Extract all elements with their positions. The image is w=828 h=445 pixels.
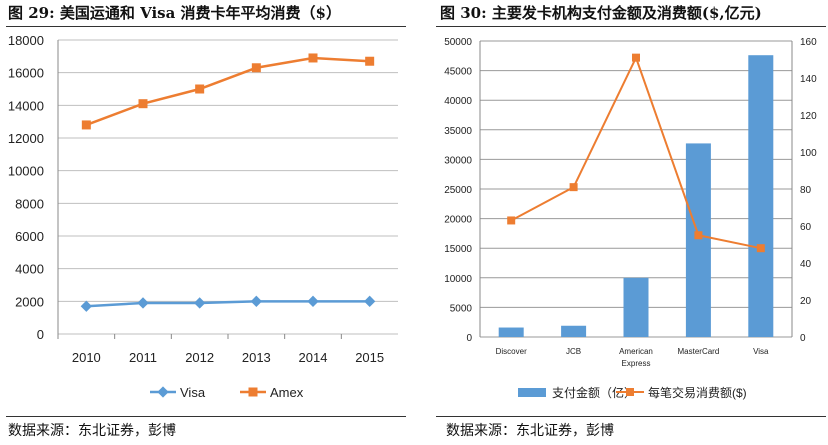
bar <box>561 325 587 337</box>
source-rule-left <box>6 416 406 417</box>
y2-tick-label: 60 <box>800 222 812 233</box>
y-tick-label: 12000 <box>8 131 44 146</box>
x-tick-label: Visa <box>753 347 769 356</box>
legend-swatch <box>518 388 546 397</box>
x-tick-label: 2014 <box>299 350 328 365</box>
legend-label: 每笔交易消费额($) <box>648 385 747 400</box>
data-point <box>251 63 261 73</box>
x-tick-label: Express <box>622 359 651 368</box>
y2-tick-label: 120 <box>800 111 817 122</box>
y-tick-label: 5000 <box>450 303 473 314</box>
x-tick-label: 2011 <box>129 350 157 365</box>
bar <box>685 143 711 337</box>
y-tick-label: 35000 <box>444 126 472 137</box>
y-tick-label: 15000 <box>444 244 472 255</box>
x-tick-label: 2015 <box>355 350 384 365</box>
y2-tick-label: 80 <box>800 185 812 196</box>
data-point <box>365 56 375 66</box>
series-line <box>510 55 762 250</box>
y-tick-label: 30000 <box>444 155 472 166</box>
y-tick-label: 16000 <box>8 66 44 81</box>
y-tick-label: 4000 <box>15 262 44 277</box>
data-point <box>195 84 205 94</box>
data-point <box>137 297 149 309</box>
bar <box>498 327 524 337</box>
data-point <box>194 297 206 309</box>
y-tick-label: 50000 <box>444 37 472 48</box>
x-tick-label: 2013 <box>242 350 271 365</box>
source-left: 数据来源：东北证券，彭博 <box>8 423 176 439</box>
y-tick-label: 18000 <box>8 33 44 48</box>
data-point <box>80 300 92 312</box>
source-right: 数据来源：东北证券，彭博 <box>446 423 614 439</box>
y2-tick-label: 140 <box>800 74 817 85</box>
x-tick-label: JCB <box>566 347 581 356</box>
data-point <box>250 295 262 307</box>
y-tick-label: 10000 <box>8 164 44 179</box>
source-rule-right <box>436 416 826 417</box>
x-tick-label: American <box>619 347 653 356</box>
legend-label: Amex <box>270 385 304 400</box>
bar <box>623 277 649 337</box>
y-tick-label: 45000 <box>444 67 472 78</box>
data-point <box>507 216 516 225</box>
legend-marker <box>626 388 634 396</box>
legend-label: 支付金额（亿） <box>552 385 636 400</box>
y-tick-label: 20000 <box>444 215 472 226</box>
x-tick-label: MasterCard <box>678 347 720 356</box>
data-point <box>308 53 318 63</box>
x-tick-label: 2012 <box>185 350 214 365</box>
y-tick-label: 2000 <box>15 294 44 309</box>
title-rule-right <box>436 26 826 27</box>
y-tick-label: 0 <box>466 333 472 344</box>
data-point <box>756 244 765 253</box>
y-tick-label: 25000 <box>444 185 472 196</box>
chart-title-left: 图 29: 美国运通和 Visa 消费卡年平均消费（$） <box>8 4 341 22</box>
x-tick-label: Discover <box>496 347 527 356</box>
bar <box>748 55 774 337</box>
data-point <box>81 120 91 130</box>
series-line-amex <box>85 56 370 127</box>
y2-tick-label: 20 <box>800 296 812 307</box>
y-tick-label: 40000 <box>444 96 472 107</box>
series-line-visa <box>86 300 370 308</box>
y-tick-label: 8000 <box>15 196 44 211</box>
chart-title-right: 图 30: 主要发卡机构支付金额及消费额($,亿元) <box>440 4 762 22</box>
y-tick-label: 0 <box>37 327 44 342</box>
y2-tick-label: 160 <box>800 37 817 48</box>
x-tick-label: 2010 <box>72 350 101 365</box>
data-point <box>138 99 148 109</box>
data-point <box>364 295 376 307</box>
y2-tick-label: 0 <box>800 333 806 344</box>
y2-tick-label: 40 <box>800 259 812 270</box>
data-point <box>632 53 640 62</box>
data-point <box>569 183 578 192</box>
legend-marker <box>157 386 169 398</box>
legend-label: Visa <box>180 385 206 400</box>
y2-tick-label: 100 <box>800 148 817 159</box>
data-point <box>307 295 319 307</box>
y-tick-label: 14000 <box>8 98 44 113</box>
title-rule-left <box>6 26 406 27</box>
y-tick-label: 6000 <box>15 229 44 244</box>
data-point <box>694 231 703 240</box>
y-tick-label: 10000 <box>444 274 472 285</box>
legend-marker <box>248 387 258 397</box>
